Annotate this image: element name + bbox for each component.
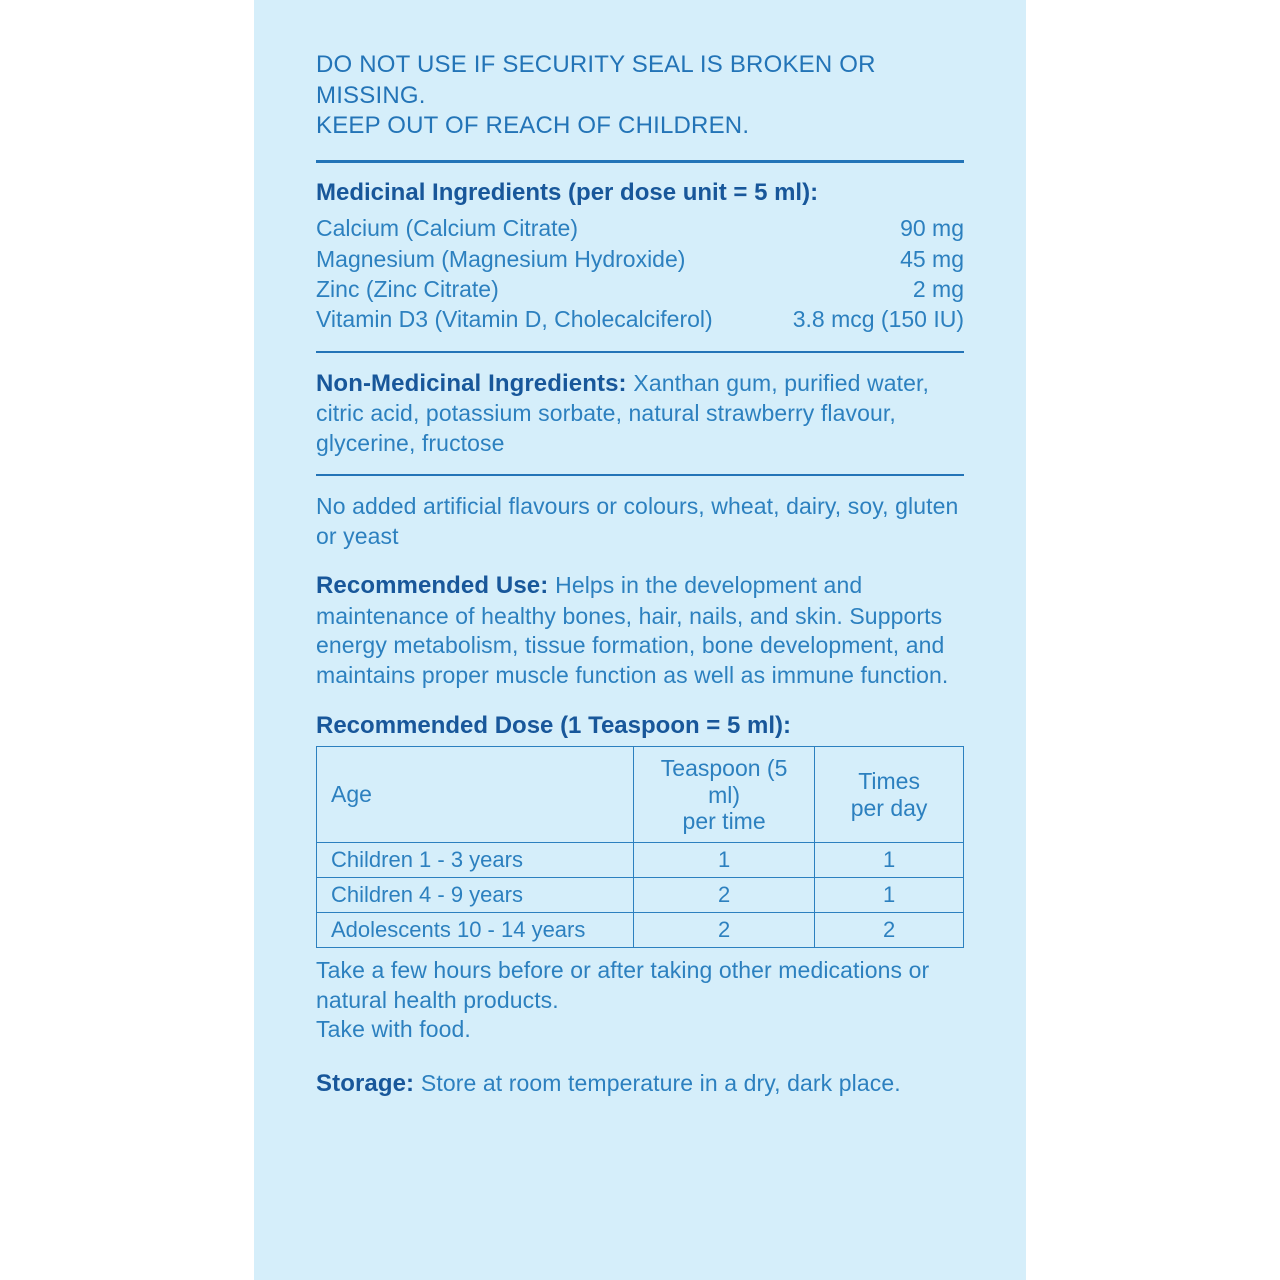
dose-row: Adolescents 10 - 14 years 2 2 <box>317 913 964 948</box>
dose-col-age: Age <box>317 747 634 843</box>
recommended-use-title: Recommended Use: <box>316 572 555 599</box>
dose-col-times-line1: Times <box>858 768 920 794</box>
dose-times: 2 <box>815 913 964 948</box>
dose-table: Age Teaspoon (5 ml) per time Times per d… <box>316 746 964 948</box>
dose-tsp: 2 <box>634 878 815 913</box>
dose-times: 1 <box>815 878 964 913</box>
dose-col-teaspoon: Teaspoon (5 ml) per time <box>634 747 815 843</box>
label-panel: DO NOT USE IF SECURITY SEAL IS BROKEN OR… <box>254 0 1026 1280</box>
dose-note-1: Take a few hours before or after taking … <box>316 956 964 1015</box>
dose-tsp: 2 <box>634 913 815 948</box>
warning-line-2: KEEP OUT OF REACH OF CHILDREN. <box>316 111 964 142</box>
dose-row: Children 1 - 3 years 1 1 <box>317 843 964 878</box>
medicinal-title: Medicinal Ingredients (per dose unit = 5… <box>316 179 964 207</box>
non-medicinal-title: Non-Medicinal Ingredients: <box>316 370 633 397</box>
ingredient-amount: 90 mg <box>900 213 964 243</box>
ingredient-row: Vitamin D3 (Vitamin D, Cholecalciferol) … <box>316 304 964 334</box>
dose-col-times-line2: per day <box>851 795 928 821</box>
divider <box>316 474 964 476</box>
dose-age: Children 4 - 9 years <box>317 878 634 913</box>
dose-title: Recommended Dose (1 Teaspoon = 5 ml): <box>316 712 964 740</box>
non-medicinal-section: Non-Medicinal Ingredients: Xanthan gum, … <box>316 369 964 459</box>
storage-text: Store at room temperature in a dry, dark… <box>421 1070 901 1096</box>
ingredient-name: Magnesium (Magnesium Hydroxide) <box>316 244 685 274</box>
ingredient-name: Calcium (Calcium Citrate) <box>316 213 578 243</box>
storage-title: Storage: <box>316 1070 421 1097</box>
warning-block: DO NOT USE IF SECURITY SEAL IS BROKEN OR… <box>316 50 964 142</box>
dose-table-body: Children 1 - 3 years 1 1 Children 4 - 9 … <box>317 843 964 948</box>
dose-tsp: 1 <box>634 843 815 878</box>
dose-note-2: Take with food. <box>316 1015 964 1044</box>
ingredient-row: Magnesium (Magnesium Hydroxide) 45 mg <box>316 244 964 274</box>
free-from-text: No added artificial flavours or colours,… <box>316 492 964 551</box>
divider <box>316 351 964 353</box>
dose-col-tsp-line1: Teaspoon (5 ml) <box>661 755 788 807</box>
ingredient-name: Zinc (Zinc Citrate) <box>316 274 499 304</box>
dose-col-times: Times per day <box>815 747 964 843</box>
ingredient-amount: 2 mg <box>913 274 964 304</box>
divider <box>316 160 964 163</box>
medicinal-section: Medicinal Ingredients (per dose unit = 5… <box>316 179 964 334</box>
dose-col-tsp-line2: per time <box>683 808 766 834</box>
dose-row: Children 4 - 9 years 2 1 <box>317 878 964 913</box>
dose-table-head: Age Teaspoon (5 ml) per time Times per d… <box>317 747 964 843</box>
dose-age: Adolescents 10 - 14 years <box>317 913 634 948</box>
spacer <box>316 551 964 561</box>
dose-age: Children 1 - 3 years <box>317 843 634 878</box>
ingredient-row: Zinc (Zinc Citrate) 2 mg <box>316 274 964 304</box>
spacer <box>316 561 964 571</box>
ingredient-row: Calcium (Calcium Citrate) 90 mg <box>316 213 964 243</box>
ingredient-amount: 3.8 mcg (150 IU) <box>793 304 964 334</box>
ingredient-amount: 45 mg <box>900 244 964 274</box>
dose-header-row: Age Teaspoon (5 ml) per time Times per d… <box>317 747 964 843</box>
recommended-use-section: Recommended Use: Helps in the developmen… <box>316 571 964 690</box>
medicinal-list: Calcium (Calcium Citrate) 90 mg Magnesiu… <box>316 213 964 334</box>
warning-line-1: DO NOT USE IF SECURITY SEAL IS BROKEN OR… <box>316 50 964 111</box>
ingredient-name: Vitamin D3 (Vitamin D, Cholecalciferol) <box>316 304 713 334</box>
storage-section: Storage: Store at room temperature in a … <box>316 1069 964 1100</box>
dose-times: 1 <box>815 843 964 878</box>
